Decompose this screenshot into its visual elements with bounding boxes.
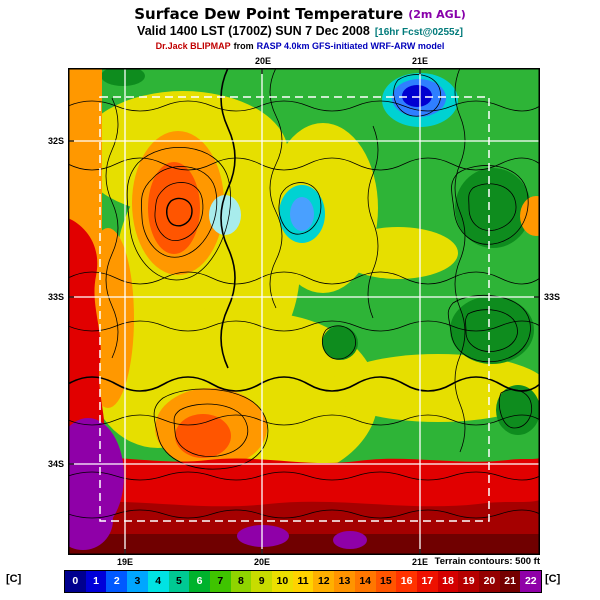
colorbar-cell: 16 — [396, 571, 417, 592]
dew-point-map — [68, 68, 540, 555]
model-source: Dr.Jack BLIPMAP — [155, 41, 231, 51]
colorbar-cell: 11 — [292, 571, 314, 592]
tick-bottom-21e: 21E — [411, 557, 428, 567]
colorbar-cell: 22 — [520, 571, 542, 592]
colorbar: 0 1 2 3 4 5 6 7 8 9 10 11 12 13 14 15 16 17 18 19 20 21 22 — [64, 570, 542, 593]
tick-left-33s: 33S — [47, 292, 64, 302]
tick-bottom-20e: 20E — [253, 557, 270, 567]
tick-bottom-19e: 19E — [116, 557, 133, 567]
colorbar-unit-left: [C] — [6, 573, 22, 585]
colorbar-cell: 7 — [209, 571, 231, 592]
page-title: Surface Dew Point Temperature — [134, 5, 404, 23]
colorbar-cell: 20 — [479, 571, 500, 592]
colorbar-cell: 1 — [85, 571, 107, 592]
colorbar-cell: 14 — [354, 571, 376, 592]
colorbar-cell: 5 — [168, 571, 190, 592]
dewpoint-fill — [68, 68, 540, 555]
colorbar-cell: 3 — [127, 571, 148, 592]
tick-right-33s: 33S — [544, 292, 561, 302]
colorbar-cell: 19 — [458, 571, 480, 592]
tick-left-32s: 32S — [47, 136, 64, 146]
colorbar-cell: 10 — [272, 571, 293, 592]
colorbar-cell: 6 — [189, 571, 210, 592]
tick-top-20e: 20E — [254, 56, 271, 66]
colorbar-cell: 17 — [416, 571, 438, 592]
colorbar-cell: 12 — [313, 571, 335, 592]
colorbar-cell: 18 — [437, 571, 459, 592]
model-detail: RASP 4.0km GFS-initiated WRF-ARW model — [256, 41, 445, 51]
colorbar-cell: 15 — [375, 571, 397, 592]
model-domain-dashed-rect — [99, 96, 490, 522]
map-border — [68, 68, 540, 555]
terrain-contours-note: Terrain contours: 500 ft — [434, 556, 540, 567]
model-from: from — [233, 41, 254, 51]
valid-time: Valid 1400 LST (1700Z) SUN 7 Dec 2008 — [137, 24, 370, 38]
colorbar-cell: 2 — [106, 571, 128, 592]
tick-top-21e: 21E — [411, 56, 428, 66]
terrain-contours — [68, 68, 540, 519]
page-title-line: Surface Dew Point Temperature (2m AGL) — [0, 5, 600, 23]
valid-time-line: Valid 1400 LST (1700Z) SUN 7 Dec 2008 [16… — [0, 24, 600, 38]
title-unit: (2m AGL) — [408, 8, 466, 21]
colorbar-cell: 8 — [230, 571, 252, 592]
colorbar-cell: 21 — [499, 571, 521, 592]
colorbar-cell: 4 — [147, 571, 169, 592]
colorbar-cell: 9 — [251, 571, 273, 592]
tick-left-34s: 34S — [47, 459, 64, 469]
colorbar-unit-right: [C] — [545, 573, 561, 585]
model-credit-line: Dr.Jack BLIPMAP from RASP 4.0km GFS-initia… — [0, 41, 600, 51]
colorbar-cell: 13 — [334, 571, 355, 592]
colorbar-cell: 0 — [65, 571, 86, 592]
forecast-tag: [16hr Fcst@0255z] — [374, 27, 463, 38]
latlon-grid — [68, 68, 540, 555]
